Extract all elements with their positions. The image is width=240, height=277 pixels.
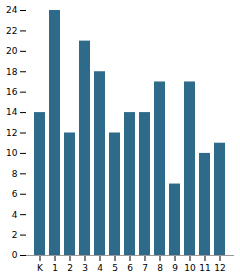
svg-text:12: 12 xyxy=(214,263,225,273)
svg-text:0: 0 xyxy=(12,250,18,260)
svg-text:K: K xyxy=(37,263,44,273)
svg-text:6: 6 xyxy=(12,189,18,199)
svg-text:7: 7 xyxy=(142,263,148,273)
svg-text:22: 22 xyxy=(6,26,17,36)
svg-text:8: 8 xyxy=(157,263,163,273)
svg-text:2: 2 xyxy=(12,230,18,240)
svg-text:24: 24 xyxy=(6,5,18,15)
svg-text:16: 16 xyxy=(6,87,18,97)
svg-text:11: 11 xyxy=(199,263,210,273)
svg-text:12: 12 xyxy=(6,128,17,138)
svg-text:14: 14 xyxy=(6,107,18,117)
svg-text:10: 10 xyxy=(6,148,18,158)
svg-text:18: 18 xyxy=(6,67,18,77)
svg-text:1: 1 xyxy=(52,263,58,273)
svg-text:5: 5 xyxy=(112,263,118,273)
svg-text:2: 2 xyxy=(67,263,73,273)
svg-text:8: 8 xyxy=(12,169,18,179)
svg-text:10: 10 xyxy=(184,263,196,273)
svg-text:3: 3 xyxy=(82,263,88,273)
svg-text:20: 20 xyxy=(6,46,18,56)
svg-text:9: 9 xyxy=(172,263,178,273)
svg-text:4: 4 xyxy=(97,263,103,273)
svg-text:6: 6 xyxy=(127,263,133,273)
svg-text:4: 4 xyxy=(12,210,18,220)
